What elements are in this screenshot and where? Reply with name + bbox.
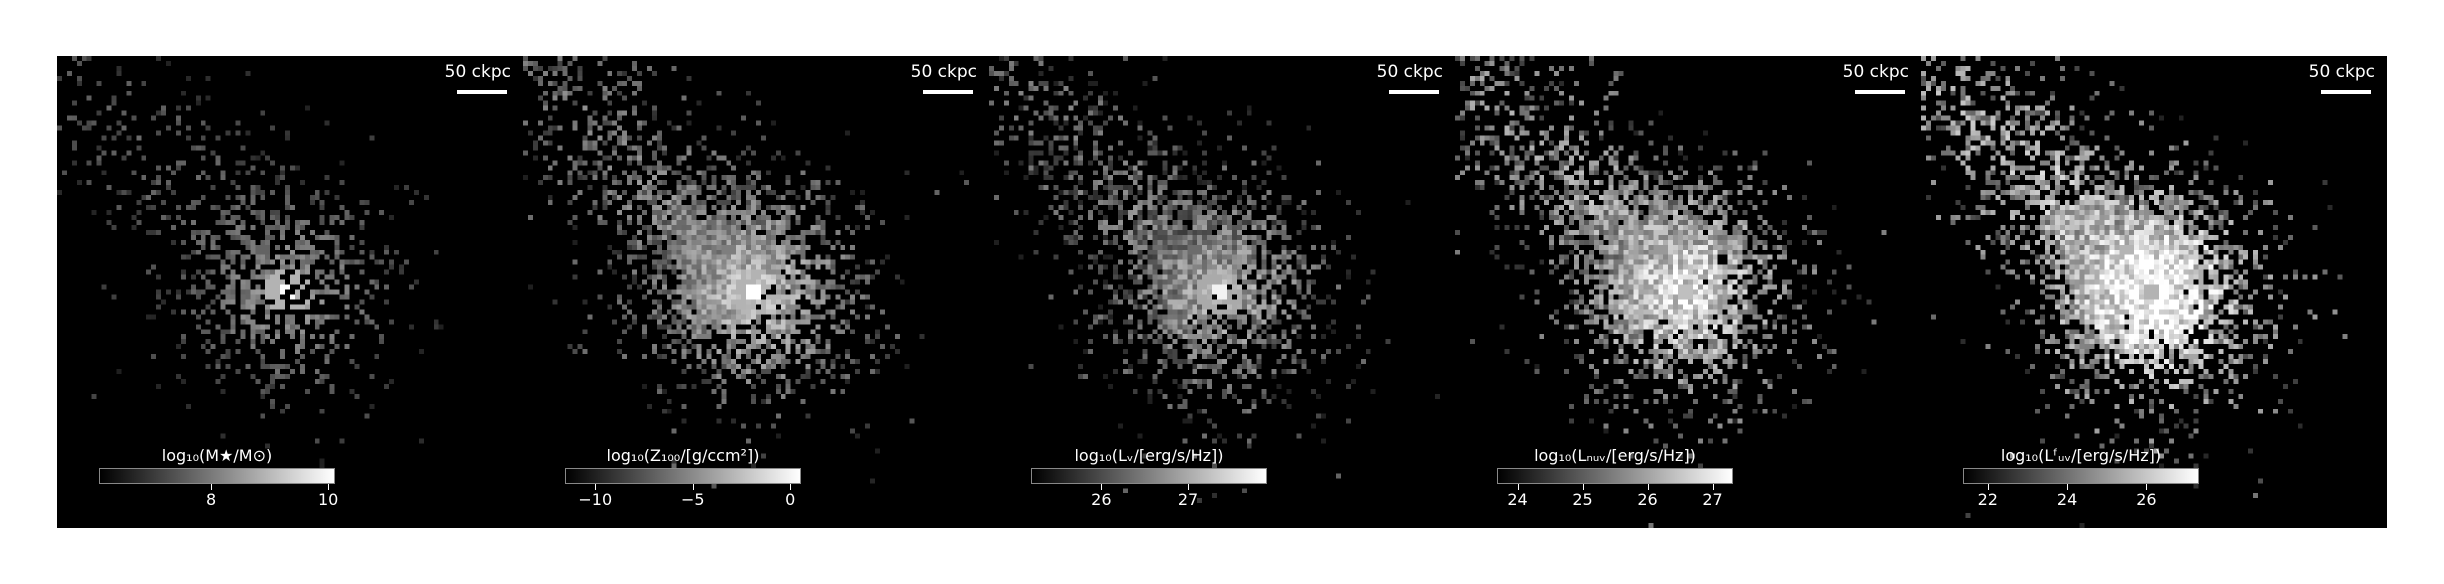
colorbar-ticklabel-5-1: 22 [1977, 490, 1998, 509]
colorbar-label-4: log₁₀(Lₙᵤᵥ/[erg/s/Hz]) [1534, 446, 1696, 465]
scalebar-label-5: 50 ckpc [2308, 62, 2375, 82]
scalebar-label-3: 50 ckpc [1376, 62, 1443, 82]
map-panel-3: 50 ckpc log₁₀(Lᵥ/[erg/s/Hz]) 26 27 [989, 56, 1455, 528]
colorbar-tick-1-1 [211, 484, 213, 490]
scalebar-line-5 [2321, 90, 2371, 94]
colorbar-label-1: log₁₀(M★/M⊙) [161, 446, 273, 465]
colorbar-tick-5-1 [1987, 484, 1989, 490]
colorbar-ticklabel-3-1: 26 [1091, 490, 1112, 509]
colorbar-tick-3-2 [1188, 484, 1189, 490]
colorbar-tick-2-1 [595, 484, 597, 490]
map-image-3 [989, 56, 1455, 528]
colorbar-2 [565, 468, 801, 484]
colorbar-ticklabel-2-3: 0 [785, 490, 796, 509]
colorbar-ticklabel-4-1: 24 [1507, 490, 1528, 509]
map-panel-4: 50 ckpc log₁₀(Lₙᵤᵥ/[erg/s/Hz]) 24 25 26 27 [1455, 56, 1921, 528]
colorbar-tick-4-3 [1647, 484, 1649, 490]
colorbar-ticklabel-5-3: 26 [2136, 490, 2157, 509]
scalebar-line-1 [457, 90, 507, 94]
colorbar-tick-4-2 [1582, 484, 1584, 490]
scalebar-line-4 [1855, 90, 1905, 94]
colorbar-tick-3-1 [1101, 484, 1103, 490]
scalebar-label-4: 50 ckpc [1842, 62, 1909, 82]
map-image-4 [1455, 56, 1921, 528]
colorbar-tick-5-3 [2146, 484, 2148, 490]
colorbar-3 [1031, 468, 1267, 484]
colorbar-tick-4-4 [1712, 484, 1714, 490]
colorbar-ticklabel-2-1: −10 [578, 490, 613, 509]
colorbar-ticklabel-3-2: 27 [1177, 490, 1199, 509]
map-image-1 [57, 56, 523, 528]
colorbar-ticklabel-4-3: 26 [1637, 490, 1658, 509]
colorbar-ticklabel-1-1: 8 [206, 490, 217, 509]
scalebar-label-1: 50 ckpc [444, 62, 511, 82]
colorbar-ticklabel-4-4: 27 [1702, 490, 1723, 509]
colorbar-5 [1963, 468, 2199, 484]
colorbar-ticklabel-5-2: 24 [2056, 490, 2078, 509]
colorbar-tick-2-3 [790, 484, 792, 490]
colorbar-tick-4-1 [1517, 484, 1519, 490]
map-image-2 [523, 56, 989, 528]
colorbar-4 [1497, 468, 1733, 484]
map-image-5 [1921, 56, 2387, 528]
scalebar-label-2: 50 ckpc [910, 62, 977, 82]
map-panel-1: 50 ckpc log₁₀(M★/M⊙) 8 10 [57, 56, 523, 528]
colorbar-label-3: log₁₀(Lᵥ/[erg/s/Hz]) [1074, 446, 1224, 465]
scalebar-line-2 [923, 90, 973, 94]
colorbar-ticklabel-4-2: 25 [1572, 490, 1593, 509]
colorbar-tick-1-2 [328, 484, 330, 490]
colorbar-label-2: log₁₀(Z₁₀₀/[g/ccm²]) [606, 446, 760, 465]
colorbar-ticklabel-1-2: 10 [317, 490, 339, 509]
colorbar-label-5: log₁₀(Lᶠᵤᵥ/[erg/s/Hz]) [2000, 446, 2162, 465]
map-panel-2: 50 ckpc log₁₀(Z₁₀₀/[g/ccm²]) −10 −5 0 [523, 56, 989, 528]
colorbar-1 [99, 468, 335, 484]
scalebar-line-3 [1389, 90, 1439, 94]
map-panel-5: 50 ckpc log₁₀(Lᶠᵤᵥ/[erg/s/Hz]) 22 24 26 [1921, 56, 2387, 528]
colorbar-tick-5-2 [2067, 484, 2069, 490]
colorbar-ticklabel-2-2: −5 [680, 490, 705, 509]
colorbar-tick-2-2 [692, 484, 694, 490]
